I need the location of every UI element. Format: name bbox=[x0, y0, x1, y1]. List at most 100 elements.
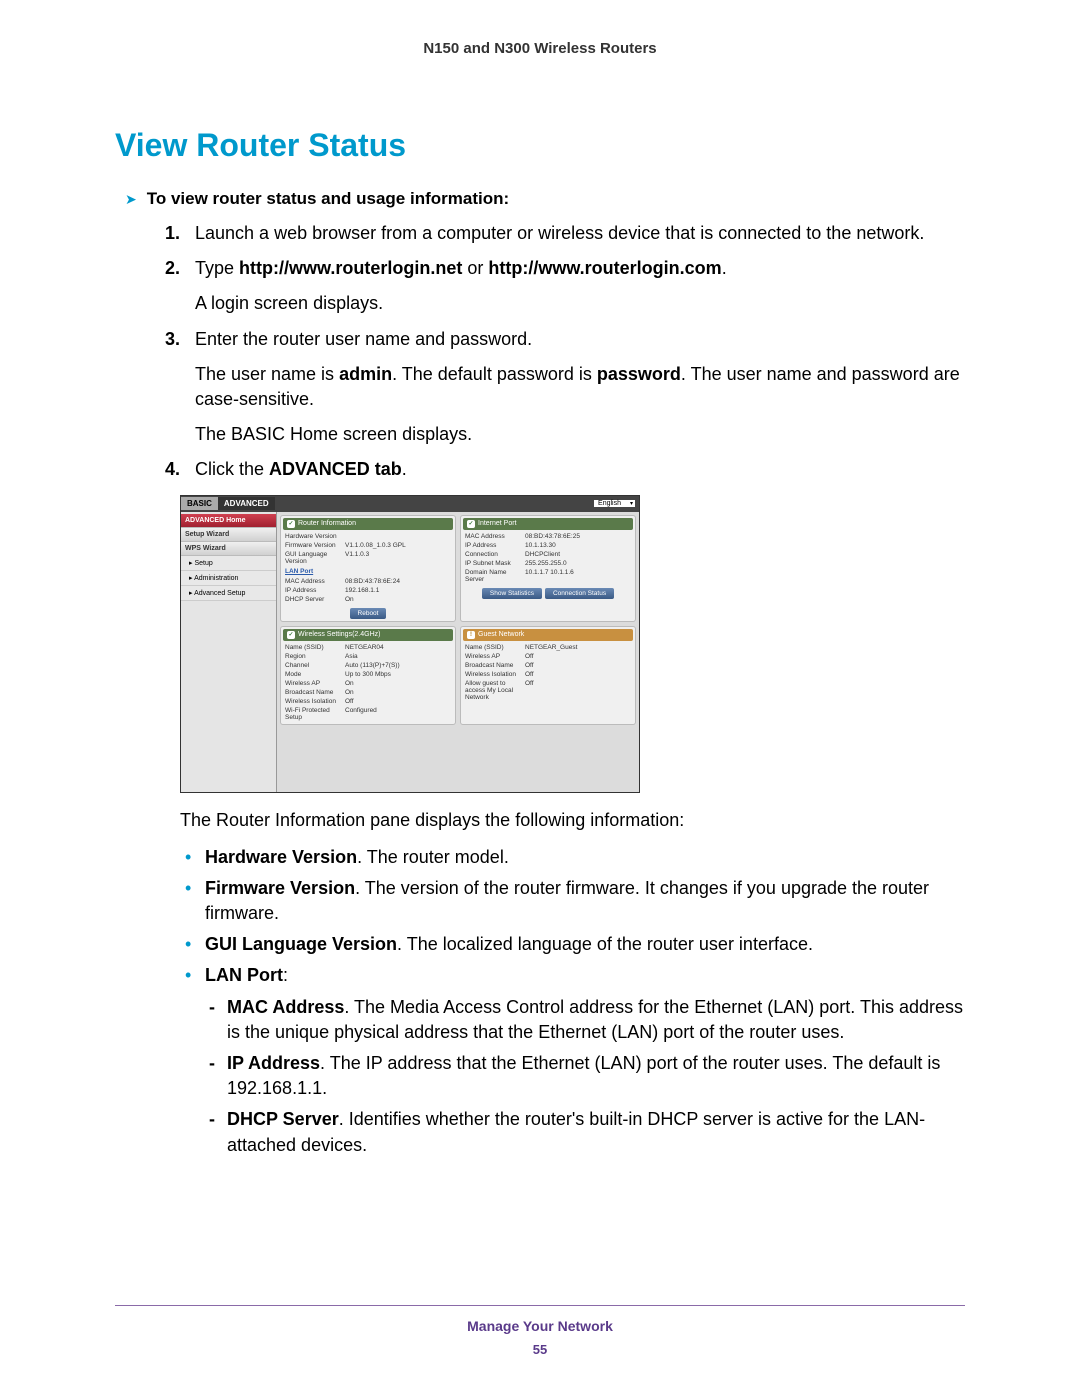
k: Wi-Fi Protected Setup bbox=[285, 707, 345, 721]
v: Off bbox=[525, 653, 534, 660]
t: Type bbox=[195, 258, 239, 278]
bullet-lan: LAN Port: MAC Address. The Media Access … bbox=[185, 963, 965, 1157]
v: Off bbox=[525, 662, 534, 669]
k: Allow guest to access My Local Network bbox=[465, 680, 525, 701]
k: IP Address bbox=[465, 542, 525, 549]
pane-head: ✓Wireless Settings(2.4GHz) bbox=[283, 629, 453, 641]
k: Name (SSID) bbox=[465, 644, 525, 651]
v: 10.1.1.7 10.1.1.6 bbox=[525, 569, 574, 583]
step-3: 3. Enter the router user name and passwo… bbox=[165, 327, 965, 448]
k: Broadcast Name bbox=[285, 689, 345, 696]
b: LAN Port bbox=[205, 965, 283, 985]
t: or bbox=[462, 258, 488, 278]
t: Guest Network bbox=[478, 631, 524, 638]
k: Wireless AP bbox=[285, 680, 345, 687]
side-wps-wizard[interactable]: WPS Wizard bbox=[181, 542, 276, 556]
t: The user name is bbox=[195, 364, 339, 384]
step-text: Type http://www.routerlogin.net or http:… bbox=[195, 258, 727, 278]
k: Name (SSID) bbox=[285, 644, 345, 651]
sub-dhcp: DHCP Server. Identifies whether the rout… bbox=[205, 1107, 965, 1157]
v: V1.1.0.3 bbox=[345, 551, 369, 565]
k: Wireless AP bbox=[465, 653, 525, 660]
v: Up to 300 Mbps bbox=[345, 671, 391, 678]
warn-icon: ! bbox=[467, 631, 475, 639]
t: Internet Port bbox=[478, 520, 517, 527]
page-header: N150 and N300 Wireless Routers bbox=[115, 40, 965, 57]
k: Wireless Isolation bbox=[285, 698, 345, 705]
side-setup-wizard[interactable]: Setup Wizard bbox=[181, 528, 276, 542]
step-4: 4. Click the ADVANCED tab. bbox=[165, 457, 965, 482]
step-para: A login screen displays. bbox=[195, 291, 965, 316]
pane-wireless: ✓Wireless Settings(2.4GHz) Name (SSID)NE… bbox=[280, 626, 456, 725]
t: admin bbox=[339, 364, 392, 384]
t: Click the bbox=[195, 459, 269, 479]
check-icon: ✓ bbox=[287, 631, 295, 639]
check-icon: ✓ bbox=[467, 520, 475, 528]
k: IP Subnet Mask bbox=[465, 560, 525, 567]
b: IP Address bbox=[227, 1053, 320, 1073]
pane-guest: !Guest Network Name (SSID)NETGEAR_Guest … bbox=[460, 626, 636, 725]
v: Off bbox=[525, 671, 534, 678]
t: Router Information bbox=[298, 520, 356, 527]
sub-ip: IP Address. The IP address that the Ethe… bbox=[205, 1051, 965, 1101]
pane-head: ✓Router Information bbox=[283, 518, 453, 530]
tab-advanced[interactable]: ADVANCED bbox=[218, 497, 275, 510]
sub-mac: MAC Address. The Media Access Control ad… bbox=[205, 995, 965, 1045]
side-adv-setup[interactable]: ▸ Advanced Setup bbox=[181, 586, 276, 601]
intro-row: ➤ To view router status and usage inform… bbox=[125, 189, 965, 209]
k: GUI Language Version bbox=[285, 551, 345, 565]
footer: Manage Your Network 55 bbox=[115, 1305, 965, 1357]
v: NETGEAR_Guest bbox=[525, 644, 577, 651]
mock-body: ADVANCED Home Setup Wizard WPS Wizard ▸ … bbox=[181, 512, 639, 792]
step-text: Enter the router user name and password. bbox=[195, 329, 532, 349]
k: Domain Name Server bbox=[465, 569, 525, 583]
check-icon: ✓ bbox=[287, 520, 295, 528]
side-admin[interactable]: ▸ Administration bbox=[181, 571, 276, 586]
after-mock-text: The Router Information pane displays the… bbox=[180, 808, 965, 833]
b: DHCP Server bbox=[227, 1109, 339, 1129]
arrow-icon: ➤ bbox=[125, 191, 137, 208]
t: . bbox=[402, 459, 407, 479]
v: 255.255.255.0 bbox=[525, 560, 567, 567]
k: Hardware Version bbox=[285, 533, 345, 540]
t: Wireless Settings(2.4GHz) bbox=[298, 631, 380, 638]
step-num: 3. bbox=[165, 327, 180, 352]
b: MAC Address bbox=[227, 997, 344, 1017]
intro-text: To view router status and usage informat… bbox=[147, 189, 509, 209]
sub-list: MAC Address. The Media Access Control ad… bbox=[205, 995, 965, 1158]
k: Channel bbox=[285, 662, 345, 669]
show-stats-button[interactable]: Show Statistics bbox=[482, 588, 542, 599]
v: 192.168.1.1 bbox=[345, 587, 379, 594]
mock-tabbar: BASIC ADVANCED English bbox=[181, 496, 639, 512]
language-select[interactable]: English bbox=[594, 500, 635, 507]
side-home[interactable]: ADVANCED Home bbox=[181, 514, 276, 528]
v: NETGEAR04 bbox=[345, 644, 384, 651]
t: . The IP address that the Ethernet (LAN)… bbox=[227, 1053, 940, 1098]
step-num: 1. bbox=[165, 221, 180, 246]
conn-status-button[interactable]: Connection Status bbox=[545, 588, 614, 599]
k: Connection bbox=[465, 551, 525, 558]
pane-head: !Guest Network bbox=[463, 629, 633, 641]
bullet-hardware: Hardware Version. The router model. bbox=[185, 845, 965, 870]
v: Configured bbox=[345, 707, 377, 721]
reboot-button[interactable]: Reboot bbox=[350, 608, 387, 619]
b: Hardware Version bbox=[205, 847, 357, 867]
url-2: http://www.routerlogin.com bbox=[488, 258, 721, 278]
mock-sidebar: ADVANCED Home Setup Wizard WPS Wizard ▸ … bbox=[181, 512, 277, 792]
k: Region bbox=[285, 653, 345, 660]
v: DHCPClient bbox=[525, 551, 560, 558]
bullet-gui: GUI Language Version. The localized lang… bbox=[185, 932, 965, 957]
router-screenshot: BASIC ADVANCED English ADVANCED Home Set… bbox=[180, 495, 640, 793]
pane-internet-port: ✓Internet Port MAC Address08:BD:43:78:6E… bbox=[460, 515, 636, 622]
footer-page: 55 bbox=[115, 1342, 965, 1357]
side-setup[interactable]: ▸ Setup bbox=[181, 556, 276, 571]
step-para: The BASIC Home screen displays. bbox=[195, 422, 965, 447]
step-1: 1. Launch a web browser from a computer … bbox=[165, 221, 965, 246]
b: GUI Language Version bbox=[205, 934, 397, 954]
tab-basic[interactable]: BASIC bbox=[181, 497, 218, 510]
k: Mode bbox=[285, 671, 345, 678]
k: MAC Address bbox=[465, 533, 525, 540]
step-num: 4. bbox=[165, 457, 180, 482]
bullet-firmware: Firmware Version. The version of the rou… bbox=[185, 876, 965, 926]
k: DHCP Server bbox=[285, 596, 345, 603]
